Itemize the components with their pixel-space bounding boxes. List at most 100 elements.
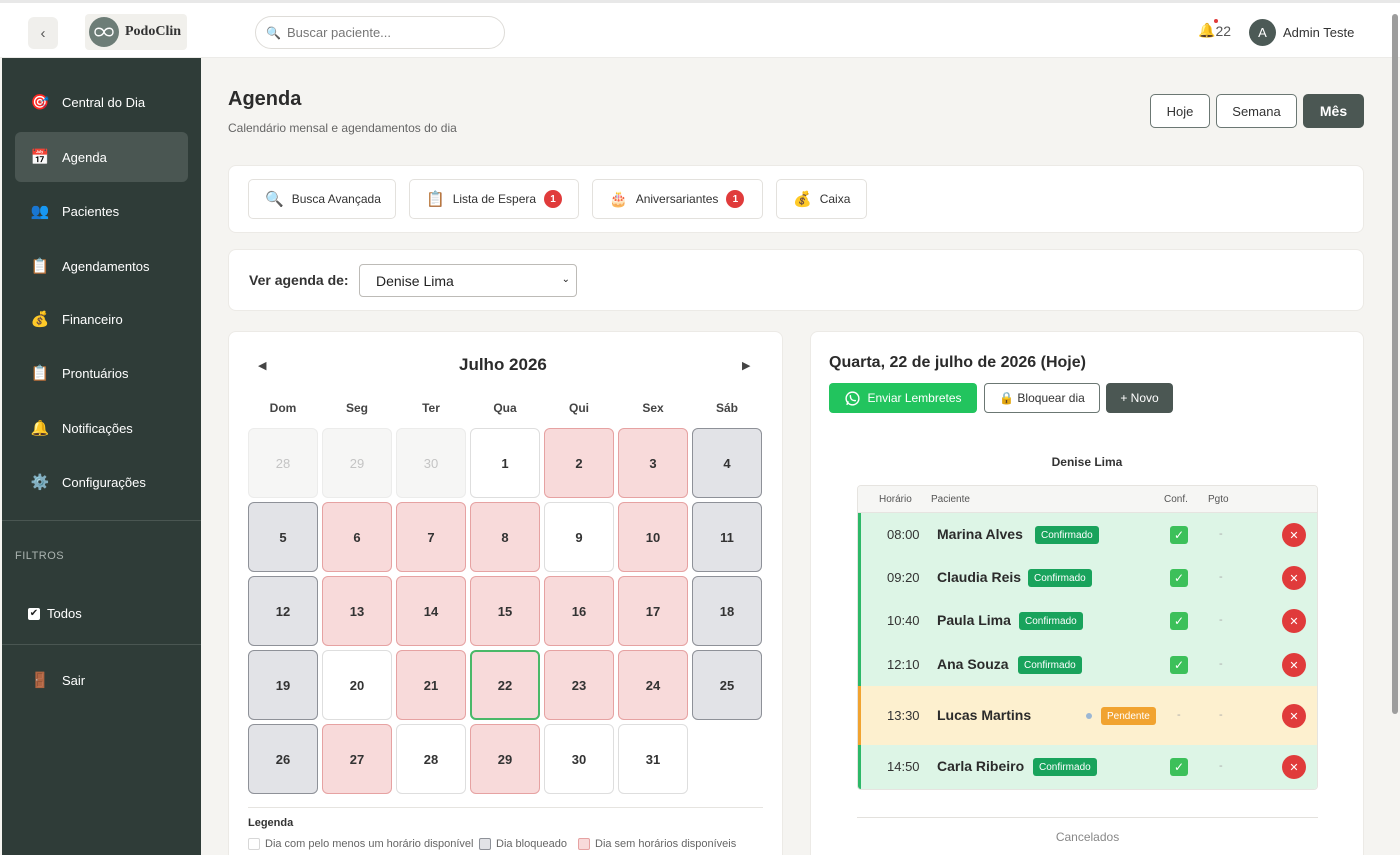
patient-search[interactable]: 🔍 [255,16,505,49]
user-menu[interactable]: A Admin Teste [1249,19,1354,46]
filter-todos[interactable]: ✔ Todos [28,606,82,621]
collapse-sidebar-button[interactable]: ‹ [28,17,58,49]
calendar-day-full[interactable]: 27 [322,724,392,794]
calendar-day-blocked[interactable]: 11 [692,502,762,572]
close-icon: ✕ [1289,572,1299,585]
notifications-button[interactable]: 🔔 22 [1198,19,1231,39]
status-badge: Confirmado [1033,758,1097,776]
calendar-day-full[interactable]: 17 [618,576,688,646]
calendar-day-blocked[interactable]: 4 [692,428,762,498]
calendar-day-full[interactable]: 2 [544,428,614,498]
payment-value: - [1219,658,1223,670]
cancelled-title: Cancelados [1055,830,1120,844]
sidebar-item-label: Configurações [62,474,146,490]
calendar-day-blocked[interactable]: 18 [692,576,762,646]
table-row[interactable]: 08:00 Marina Alves Confirmado ✓ - ✕ [858,513,1317,556]
search-input[interactable] [286,25,487,40]
calendar-day-blocked[interactable]: 26 [248,724,318,794]
calendar-day-full[interactable]: 23 [544,650,614,720]
check-icon[interactable]: ✓ [1170,526,1188,544]
checkbox-checked-icon[interactable]: ✔ [28,607,40,620]
column-header: Pgto [1208,494,1229,505]
table-row[interactable]: 14:50 Carla Ribeiro Confirmado ✓ - ✕ [858,745,1317,789]
calendar-day-full[interactable]: 15 [470,576,540,646]
calendar-day-full[interactable]: 6 [322,502,392,572]
sidebar-item-central-do-dia[interactable]: 🎯 Central do Dia [15,77,188,127]
calendar-day-full[interactable]: 24 [618,650,688,720]
patient-name[interactable]: Carla Ribeiro [937,758,1025,774]
appointment-time: 13:30 [887,708,920,723]
patient-name[interactable]: Ana Souza [937,656,1009,672]
calendar-day-available[interactable]: 31 [618,724,688,794]
day-panel-title: Quarta, 22 de julho de 2026 (Hoje) [829,354,1086,371]
table-row[interactable]: 09:20 Claudia Reis Confirmado ✓ - ✕ [858,556,1317,599]
view-month-button[interactable]: Mês [1303,94,1364,128]
calendar-day-available[interactable]: 9 [544,502,614,572]
calendar-day-full[interactable]: 10 [618,502,688,572]
sidebar-item-pacientes[interactable]: 👥 Pacientes [15,186,188,236]
delete-appointment-button[interactable]: ✕ [1282,609,1306,633]
block-day-button[interactable]: 🔒 Bloquear dia [984,383,1100,413]
advanced-search-button[interactable]: 🔍 Busca Avançada [248,179,396,219]
logo[interactable]: PodoClin [85,14,187,50]
sidebar-item-notificacoes[interactable]: 🔔 Notificações [15,403,188,453]
weekday-header: Qui [569,401,589,415]
table-row[interactable]: 10:40 Paula Lima Confirmado ✓ - ✕ [858,599,1317,643]
calendar-day-today[interactable]: 22 [470,650,540,720]
table-row[interactable]: 12:10 Ana Souza Confirmado ✓ - ✕ [858,643,1317,686]
calendar-day-available[interactable]: 28 [396,724,466,794]
page-scrollbar[interactable] [1392,14,1398,714]
calendar-day-full[interactable]: 3 [618,428,688,498]
users-icon: 👥 [30,203,50,220]
new-appointment-button[interactable]: + Novo [1106,383,1173,413]
delete-appointment-button[interactable]: ✕ [1282,566,1306,590]
calendar-day-available[interactable]: 1 [470,428,540,498]
appointment-time: 08:00 [887,527,920,542]
calendar-day-other: 30 [396,428,466,498]
delete-appointment-button[interactable]: ✕ [1282,704,1306,728]
sidebar-item-agenda[interactable]: 📅 Agenda [15,132,188,182]
view-today-button[interactable]: Hoje [1150,94,1210,128]
professional-select[interactable]: Denise Lima ⌄ [359,264,577,297]
birthdays-button[interactable]: 🎂 Aniversariantes 1 [592,179,763,219]
patient-name[interactable]: Lucas Martins [937,707,1032,723]
next-month-button[interactable]: ▶ [742,360,751,372]
calendar-day-full[interactable]: 8 [470,502,540,572]
tool-label: Aniversariantes [635,192,719,206]
cash-button[interactable]: 💰 Caixa [776,179,867,219]
prev-month-button[interactable]: ◀ [258,360,267,372]
calendar-day-full[interactable]: 29 [470,724,540,794]
check-icon[interactable]: ✓ [1170,656,1188,674]
calendar-day-full[interactable]: 13 [322,576,392,646]
calendar-day-full[interactable]: 14 [396,576,466,646]
check-icon[interactable]: ✓ [1170,758,1188,776]
sidebar-item-financeiro[interactable]: 💰 Financeiro [15,294,188,344]
legend-title: Legenda [248,817,294,829]
patient-name[interactable]: Paula Lima [937,612,1011,628]
sidebar-item-configuracoes[interactable]: ⚙️ Configurações [15,457,188,507]
agenda-filter-label: Ver agenda de: [249,272,349,288]
view-week-button[interactable]: Semana [1216,94,1297,128]
delete-appointment-button[interactable]: ✕ [1282,755,1306,779]
send-reminders-button[interactable]: Enviar Lembretes [829,383,977,413]
calendar-day-full[interactable]: 7 [396,502,466,572]
sidebar-item-prontuarios[interactable]: 📋 Prontuários [15,348,188,398]
delete-appointment-button[interactable]: ✕ [1282,523,1306,547]
sidebar-item-agendamentos[interactable]: 📋 Agendamentos [15,241,188,291]
patient-name[interactable]: Claudia Reis [937,569,1022,585]
calendar-day-available[interactable]: 20 [322,650,392,720]
check-icon[interactable]: ✓ [1170,612,1188,630]
calendar-day-available[interactable]: 30 [544,724,614,794]
calendar-day-blocked[interactable]: 19 [248,650,318,720]
calendar-day-blocked[interactable]: 25 [692,650,762,720]
calendar-day-full[interactable]: 16 [544,576,614,646]
calendar-day-blocked[interactable]: 12 [248,576,318,646]
calendar-day-full[interactable]: 21 [396,650,466,720]
patient-name[interactable]: Marina Alves [937,526,1023,542]
calendar-day-blocked[interactable]: 5 [248,502,318,572]
check-icon[interactable]: ✓ [1170,569,1188,587]
delete-appointment-button[interactable]: ✕ [1282,653,1306,677]
logout-button[interactable]: 🚪 Sair [15,655,188,705]
table-row[interactable]: 13:30 Lucas Martins Pendente - - ✕ [858,686,1317,745]
waiting-list-button[interactable]: 📋 Lista de Espera 1 [409,179,579,219]
